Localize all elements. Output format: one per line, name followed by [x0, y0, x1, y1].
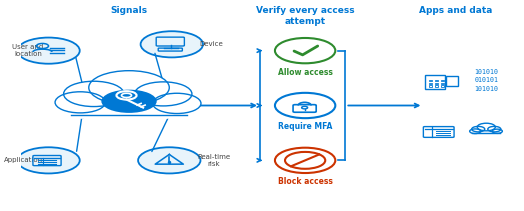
Text: Apps and data: Apps and data: [419, 6, 493, 15]
Text: Application: Application: [4, 157, 43, 163]
Text: Real-time
risk: Real-time risk: [197, 154, 230, 167]
Circle shape: [140, 31, 203, 57]
Text: Verify every access
attempt: Verify every access attempt: [256, 6, 354, 26]
Text: Allow access: Allow access: [278, 68, 333, 77]
Circle shape: [17, 38, 80, 64]
Text: Signals: Signals: [111, 6, 148, 15]
Text: Device: Device: [200, 41, 223, 47]
Circle shape: [17, 147, 80, 173]
Circle shape: [275, 38, 335, 63]
Circle shape: [101, 90, 157, 113]
Circle shape: [138, 147, 201, 173]
FancyBboxPatch shape: [69, 97, 189, 119]
Text: 101010
010101
101010: 101010 010101 101010: [474, 69, 498, 92]
Circle shape: [135, 82, 192, 106]
Circle shape: [63, 81, 124, 107]
Circle shape: [55, 92, 105, 113]
Circle shape: [152, 93, 201, 114]
Circle shape: [275, 93, 335, 118]
Text: Block access: Block access: [278, 177, 333, 186]
Circle shape: [275, 148, 335, 173]
Text: User and
location: User and location: [12, 44, 43, 57]
Circle shape: [89, 71, 169, 104]
Text: Require MFA: Require MFA: [278, 122, 332, 131]
